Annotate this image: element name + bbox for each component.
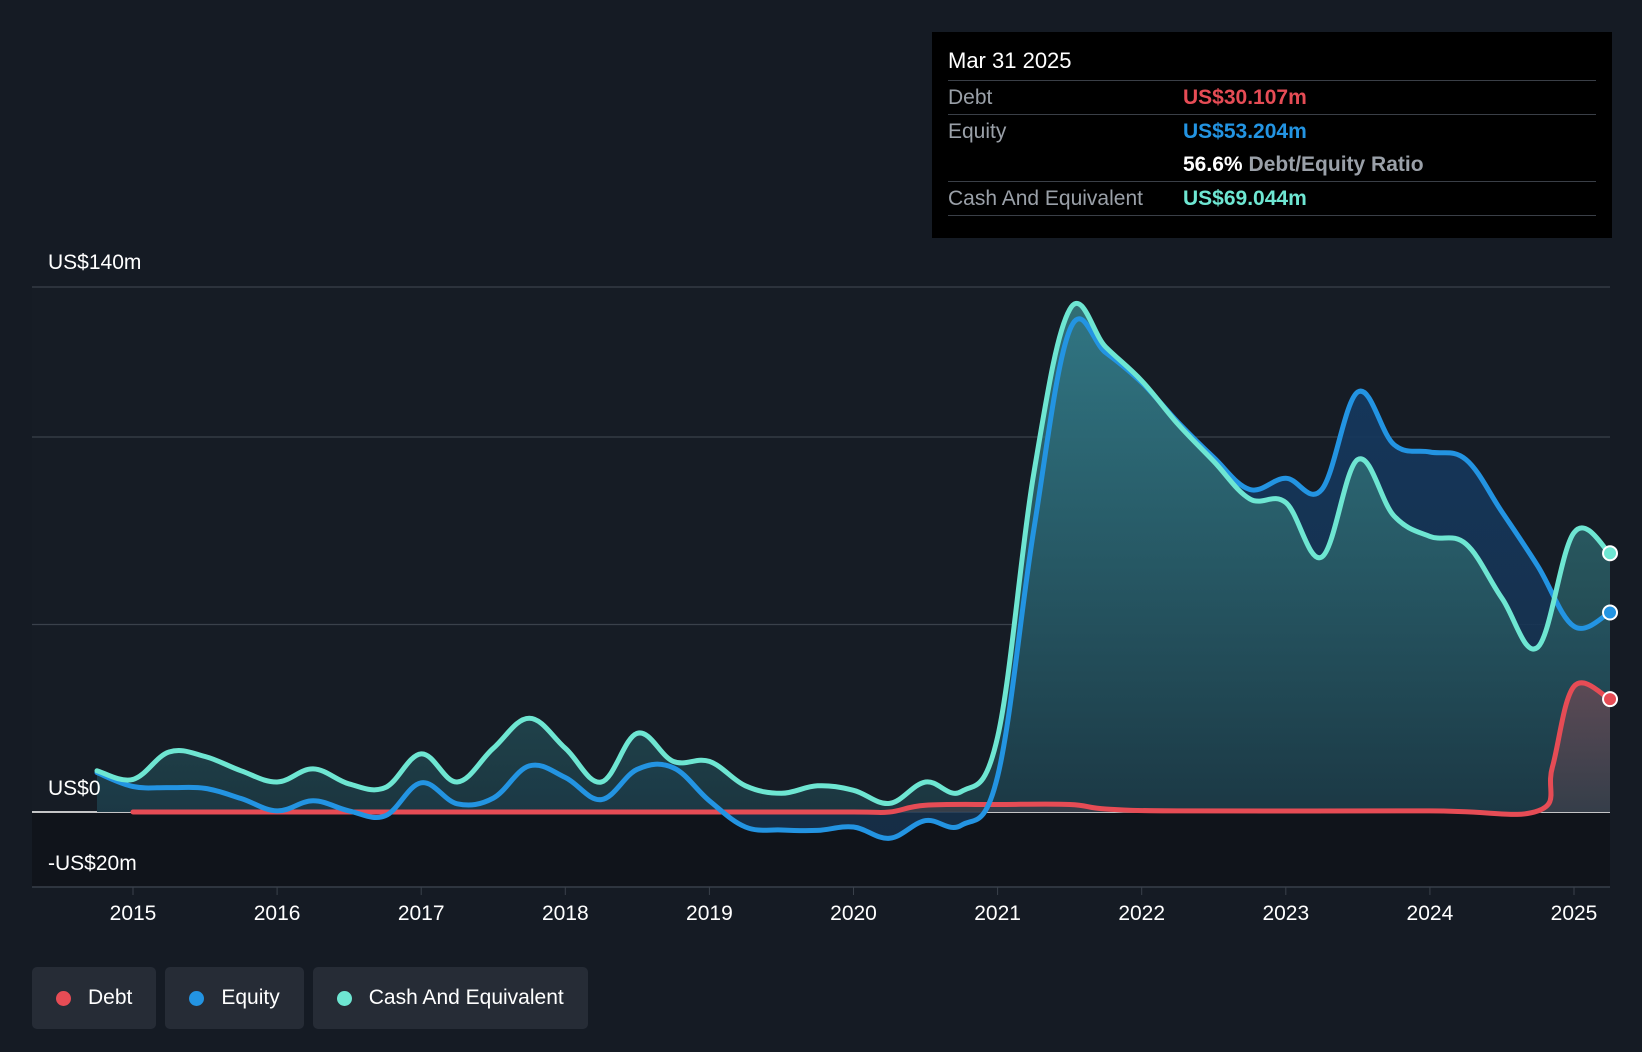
legend-item-debt[interactable]: Debt — [32, 967, 157, 1029]
y-tick-label-bottom: -US$20m — [48, 852, 137, 875]
x-tick-label-2020: 2020 — [830, 902, 877, 925]
equity-end-point — [1602, 604, 1619, 621]
equity-dot-icon — [189, 990, 205, 1006]
x-tick-label-2023: 2023 — [1262, 902, 1309, 925]
x-tick-label-2019: 2019 — [686, 902, 733, 925]
tooltip-equity-row: Equity US$53.204m — [948, 114, 1596, 148]
debt-dot-icon — [56, 990, 71, 1006]
legend-equity-label: Equity — [221, 986, 280, 1009]
equity-line — [94, 316, 1613, 841]
tooltip-debt-value: US$30.107m — [1183, 85, 1307, 109]
tooltip-cash-label: Cash And Equivalent — [948, 186, 1143, 210]
debt-end-point — [1602, 691, 1619, 708]
legend-cash-label: Cash And Equivalent — [368, 986, 564, 1009]
tooltip-cash-value: US$69.044m — [1183, 186, 1307, 210]
x-tick-label-2022: 2022 — [1118, 902, 1165, 925]
tooltip-ratio-row: 56.6% Debt/Equity Ratio — [948, 148, 1596, 181]
x-tick-label-2017: 2017 — [398, 902, 445, 925]
legend-item-cash[interactable]: Cash And Equivalent — [312, 967, 588, 1029]
tooltip-debt-label: Debt — [948, 85, 993, 109]
tooltip-ratio-value: 56.6% — [1183, 152, 1243, 176]
cash-and-equivalent-area — [97, 303, 1610, 812]
y-tick-label-zero: US$0 — [48, 777, 101, 800]
legend-item-equity[interactable]: Equity — [165, 967, 304, 1029]
tooltip-equity-value: US$53.204m — [1183, 119, 1307, 143]
x-tick-label-2024: 2024 — [1407, 902, 1454, 925]
tooltip-debt-row: Debt US$30.107m — [948, 80, 1596, 114]
cash-and-equivalent-end-point — [1602, 545, 1619, 562]
hover-tooltip: Mar 31 2025 Debt US$30.107m Equity US$53… — [932, 32, 1612, 238]
cash-dot-icon — [336, 990, 352, 1006]
x-tick-label-2016: 2016 — [254, 902, 301, 925]
tooltip-ratio-label: Debt/Equity Ratio — [1248, 152, 1424, 176]
y-tick-label-top: US$140m — [48, 251, 141, 274]
tooltip-date: Mar 31 2025 — [948, 48, 1072, 73]
cash-and-equivalent-line — [94, 300, 1613, 806]
x-tick-label-2015: 2015 — [110, 902, 157, 925]
x-tick-label-2021: 2021 — [974, 902, 1021, 925]
x-tick-label-2018: 2018 — [542, 902, 589, 925]
legend-debt-label: Debt — [88, 986, 133, 1009]
tooltip-cash-row: Cash And Equivalent US$69.044m — [948, 181, 1596, 216]
tooltip-equity-label: Equity — [948, 119, 1007, 143]
chart-legend: Debt Equity Cash And Equivalent — [32, 967, 588, 1029]
x-tick-label-2025: 2025 — [1551, 902, 1598, 925]
